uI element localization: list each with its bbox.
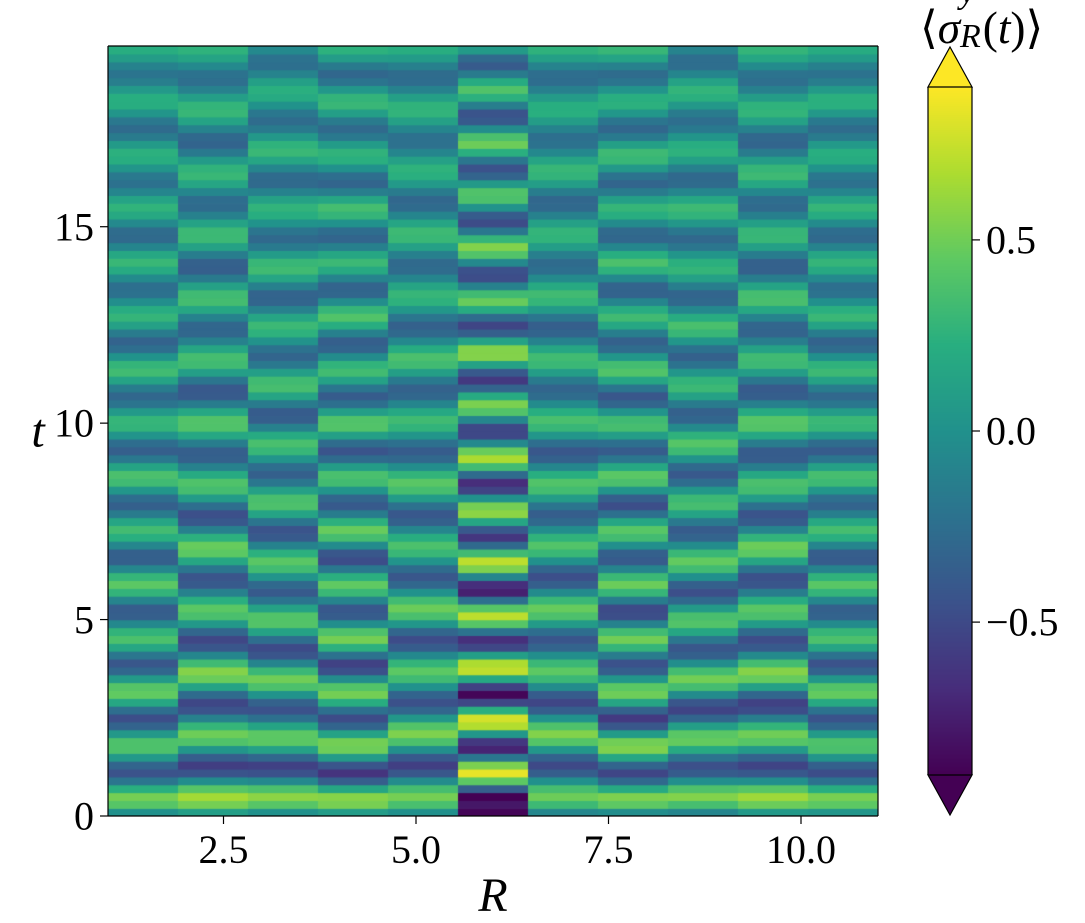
- x-tick-label: 10.0: [766, 826, 836, 873]
- colorbar-title: ⟨σyR (t)⟩: [920, 1, 1043, 54]
- colorbar-tick-label: 0.5: [986, 216, 1036, 263]
- x-tick-label: 7.5: [584, 826, 634, 873]
- y-tick-label: 10: [54, 400, 94, 447]
- colorbar-tick-label: 0.0: [986, 408, 1036, 455]
- figure-container: 2.55.07.510.0R051015t−0.50.00.5⟨σyR (t)⟩: [0, 0, 1085, 895]
- y-axis-label: t: [31, 404, 44, 459]
- x-tick-label: 5.0: [391, 826, 441, 873]
- colorbar-overlay: [0, 0, 1085, 895]
- colorbar-tick-label: −0.5: [986, 599, 1059, 646]
- x-tick-label: 2.5: [199, 826, 249, 873]
- y-tick-label: 5: [74, 596, 94, 643]
- y-tick-label: 0: [74, 793, 94, 840]
- x-axis-label: R: [478, 868, 507, 923]
- y-tick-label: 15: [54, 203, 94, 250]
